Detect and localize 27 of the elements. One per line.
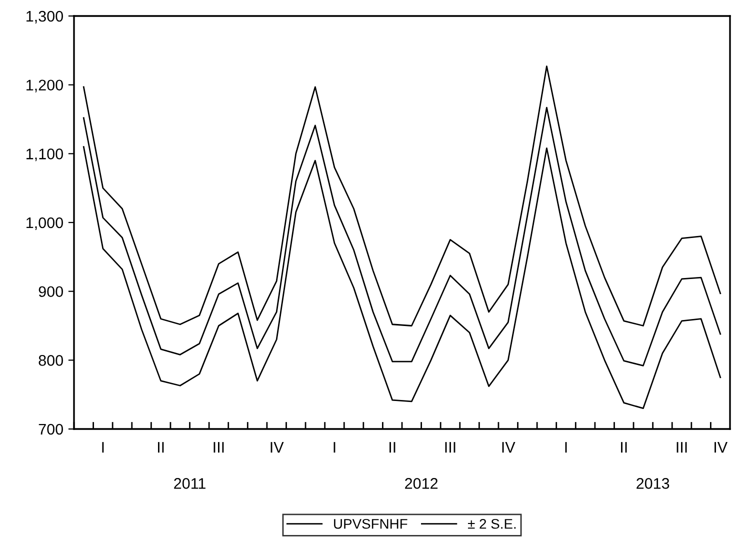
y-tick-label: 900	[38, 286, 63, 298]
text: 2013	[636, 478, 670, 489]
y-tick-label: 1,100	[26, 148, 63, 162]
y-tick-label: 700	[38, 424, 63, 435]
x-tick-label: IV	[270, 442, 284, 453]
line-series	[82, 106, 722, 366]
legend-label: ± 2 S.E.	[468, 518, 516, 529]
x-tick-label: I	[102, 442, 104, 453]
x-tick-label: III	[445, 442, 456, 453]
x-tick-label: II	[158, 442, 164, 453]
legend-label: UPVSFNHF	[334, 518, 408, 529]
x-tick-label: III	[214, 442, 224, 453]
y-tick-label: 1,300	[26, 10, 63, 24]
y-tick-label: 1,200	[26, 80, 63, 92]
x-tick-label: I	[334, 442, 336, 453]
x-tick-label: IV	[502, 442, 516, 453]
text: 2012	[405, 478, 438, 489]
x-tick-label: II	[621, 442, 627, 453]
line-series	[82, 66, 722, 326]
y-tick-label: 800	[38, 355, 63, 366]
line-series	[82, 146, 722, 410]
x-tick-label: I	[565, 442, 567, 453]
text: 2011	[174, 478, 206, 489]
x-tick-label: IV	[714, 442, 728, 453]
y-tick-label: 1,000	[26, 217, 63, 230]
x-tick-label: III	[676, 442, 687, 453]
x-tick-label: II	[390, 442, 396, 453]
